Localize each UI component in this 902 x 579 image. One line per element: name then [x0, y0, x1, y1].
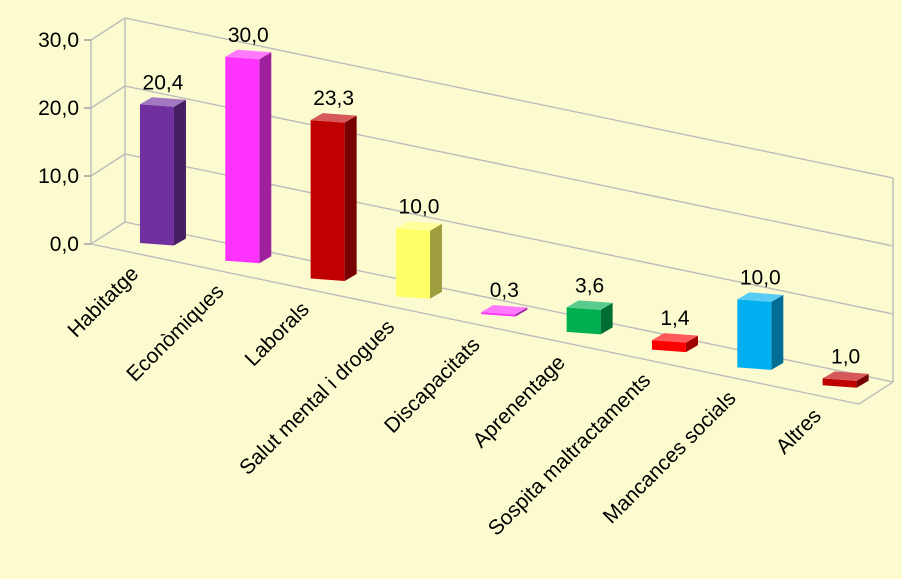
- y-tick-label: 20,0: [38, 97, 79, 120]
- x-tick-label: Aprenentage: [469, 351, 570, 452]
- bar[interactable]: [310, 113, 357, 282]
- data-label: 1,0: [831, 345, 860, 368]
- bar[interactable]: [225, 49, 272, 264]
- y-tick-label: 30,0: [38, 29, 79, 52]
- bar-top: [395, 221, 442, 231]
- bar-front: [737, 299, 772, 370]
- bar-front: [225, 56, 260, 264]
- side-gridline: [90, 17, 126, 41]
- x-tick-label: Econòmiques: [122, 280, 228, 386]
- y-tick-label: 0,0: [50, 233, 79, 256]
- x-tick-label: Altres: [772, 404, 826, 458]
- y-axis: 0,0 10,0 20,0 30,0: [38, 29, 91, 256]
- data-label: 1,4: [660, 307, 690, 330]
- data-label: 10,0: [399, 195, 440, 218]
- bar-front: [139, 104, 174, 246]
- bar-side: [856, 373, 869, 388]
- x-tick-label: Laborals: [241, 298, 314, 371]
- gridline: [124, 17, 894, 179]
- floor-right-edge: [858, 381, 894, 405]
- bar-front: [310, 120, 345, 282]
- bar[interactable]: [395, 221, 442, 299]
- bar-side: [771, 294, 784, 370]
- bar[interactable]: [737, 292, 784, 370]
- floor-front-edge: [90, 243, 860, 405]
- bar-top: [139, 97, 186, 107]
- side-gridline: [90, 153, 126, 177]
- bar[interactable]: [566, 300, 613, 335]
- x-tick-label: Discapacitats: [380, 333, 485, 438]
- bar-top: [566, 300, 613, 310]
- bars: [139, 49, 869, 388]
- bar-top: [481, 305, 528, 315]
- bar-side: [429, 223, 442, 299]
- bar-side: [173, 99, 186, 246]
- data-label: 20,4: [143, 71, 184, 94]
- bar-side: [259, 52, 272, 264]
- bar-top: [310, 113, 357, 123]
- bar[interactable]: [822, 371, 869, 388]
- bar-side: [515, 307, 528, 317]
- bar-top: [822, 371, 869, 381]
- bar[interactable]: [481, 305, 528, 317]
- bar-top: [225, 49, 272, 60]
- bar-front: [822, 378, 857, 388]
- x-tick-label: Habitatge: [63, 262, 143, 342]
- side-gridline: [90, 221, 126, 245]
- bar[interactable]: [651, 333, 698, 353]
- bar-top: [651, 333, 698, 343]
- data-label: 0,3: [490, 279, 519, 302]
- y-tick-label: 10,0: [38, 165, 79, 188]
- bar-side: [685, 335, 698, 353]
- bar-side: [600, 302, 613, 335]
- bar-top: [737, 292, 784, 302]
- data-label: 23,3: [313, 87, 354, 110]
- bar-front: [395, 228, 430, 299]
- bar-side: [344, 115, 357, 282]
- side-gridline: [90, 85, 126, 109]
- data-label: 30,0: [228, 24, 269, 47]
- bar-front: [566, 307, 601, 335]
- data-label: 10,0: [740, 266, 781, 289]
- bar[interactable]: [139, 97, 186, 246]
- bar-front: [481, 312, 516, 317]
- bar-front: [651, 340, 686, 353]
- data-label: 3,6: [575, 274, 604, 297]
